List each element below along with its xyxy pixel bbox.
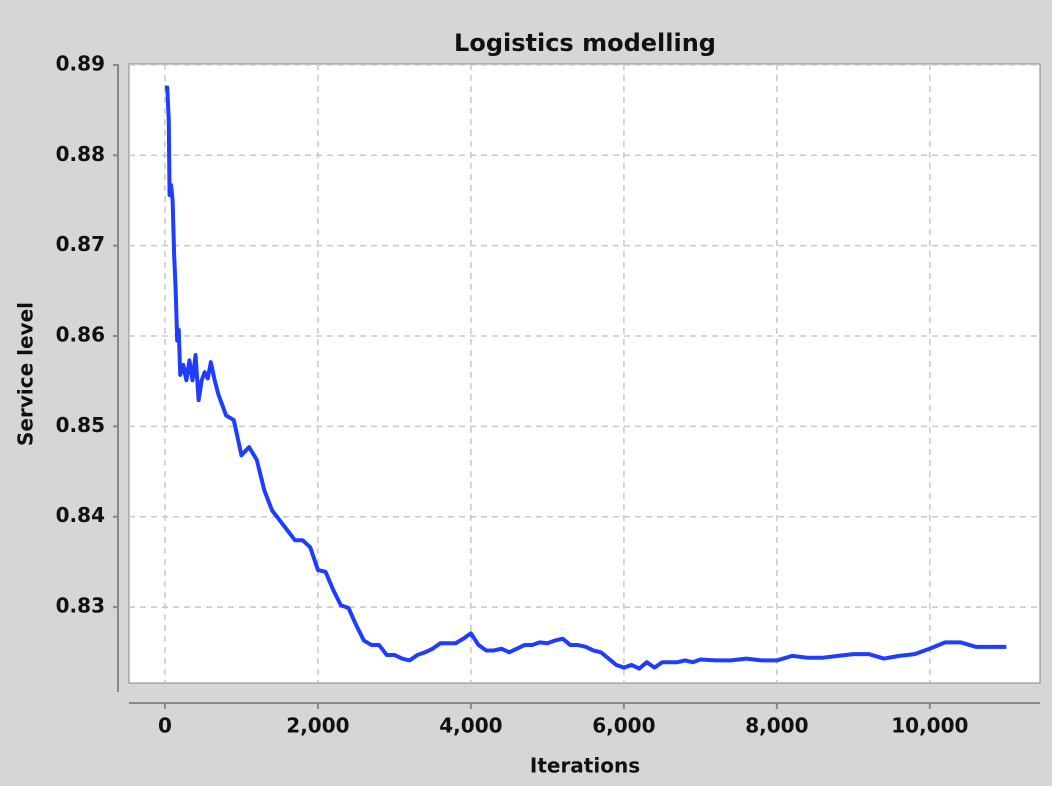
y-tick-label: 0.86	[56, 322, 105, 346]
y-axis-label: Service level	[14, 302, 38, 446]
x-tick-label: 6,000	[592, 714, 655, 738]
x-axis-label: Iterations	[530, 754, 640, 778]
y-tick-label: 0.85	[56, 413, 105, 437]
x-tick-label: 10,000	[891, 714, 968, 738]
x-tick-label: 8,000	[745, 714, 808, 738]
y-tick-label: 0.87	[56, 232, 105, 256]
y-tick-label: 0.88	[56, 142, 105, 166]
data-line	[164, 85, 1007, 671]
plot-area	[128, 63, 1041, 684]
x-tick-label: 4,000	[439, 714, 502, 738]
y-tick-label: 0.84	[56, 503, 105, 527]
x-tick-label: 2,000	[286, 714, 349, 738]
y-tick-label: 0.89	[56, 51, 105, 75]
chart-title: Logistics modelling	[454, 29, 716, 57]
x-tick-label: 0	[158, 714, 172, 738]
y-tick-label: 0.83	[56, 594, 105, 618]
